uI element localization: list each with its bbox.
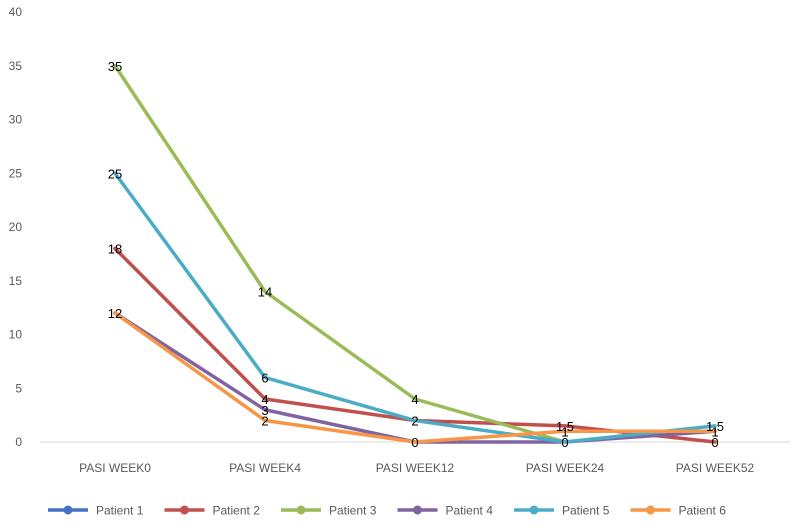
data-label: 0 bbox=[411, 435, 418, 450]
legend-marker bbox=[296, 505, 306, 515]
legend-marker bbox=[63, 505, 73, 515]
data-label: 12 bbox=[108, 306, 122, 321]
legend-label: Patient 2 bbox=[213, 504, 261, 518]
legend-marker bbox=[529, 505, 539, 515]
x-tick-label: PASI WEEK52 bbox=[676, 461, 755, 475]
series-lines bbox=[113, 64, 717, 444]
legend-label: Patient 4 bbox=[446, 504, 494, 518]
data-label: 0 bbox=[711, 435, 718, 450]
data-label: 4 bbox=[261, 392, 268, 407]
y-tick-label: 10 bbox=[9, 328, 23, 342]
data-label: 0 bbox=[561, 435, 568, 450]
y-axis: 0 5 10 15 20 25 30 35 40 bbox=[9, 5, 23, 449]
legend-label: Patient 3 bbox=[329, 504, 377, 518]
series-line-3 bbox=[113, 64, 567, 444]
legend-marker bbox=[413, 505, 422, 515]
x-tick-label: PASI WEEK4 bbox=[229, 461, 301, 475]
legend-marker bbox=[180, 505, 189, 515]
data-label: 3 bbox=[261, 403, 268, 418]
legend-label: Patient 5 bbox=[562, 504, 610, 518]
data-label: 18 bbox=[108, 242, 122, 257]
data-label: 14 bbox=[258, 285, 272, 300]
data-label: 1.5 bbox=[706, 419, 724, 434]
data-label: 1 bbox=[561, 424, 568, 439]
x-axis: PASI WEEK0 PASI WEEK4 PASI WEEK12 PASI WEEK… bbox=[40, 441, 790, 475]
x-tick-label: PASI WEEK12 bbox=[376, 461, 455, 475]
series-line-5 bbox=[113, 171, 717, 444]
legend-label: Patient 6 bbox=[679, 504, 727, 518]
legend-label: Patient 1 bbox=[96, 504, 144, 518]
y-tick-label: 40 bbox=[9, 5, 23, 19]
legend-item-6: Patient 6 bbox=[630, 504, 727, 518]
legend-item-3: Patient 3 bbox=[281, 504, 377, 518]
data-label: 1 bbox=[711, 424, 718, 439]
legend-marker bbox=[646, 505, 655, 515]
data-label: 2 bbox=[261, 414, 268, 429]
y-tick-label: 20 bbox=[9, 220, 23, 234]
legend-item-5: Patient 5 bbox=[514, 504, 610, 518]
data-label: 2 bbox=[411, 414, 418, 429]
y-tick-label: 30 bbox=[9, 113, 23, 127]
x-tick-label: PASI WEEK24 bbox=[526, 461, 605, 475]
data-label: 4 bbox=[411, 392, 418, 407]
data-label: 35 bbox=[108, 59, 122, 74]
x-tick-label: PASI WEEK0 bbox=[79, 461, 151, 475]
y-tick-label: 0 bbox=[15, 435, 22, 449]
data-label: 25 bbox=[108, 166, 122, 181]
y-tick-label: 15 bbox=[9, 274, 23, 288]
series-line-6 bbox=[113, 311, 717, 444]
y-tick-label: 35 bbox=[9, 59, 23, 73]
data-label: 1.5 bbox=[556, 419, 574, 434]
legend: Patient 1 Patient 2 Patient 3 Patient 4 Pati… bbox=[48, 504, 726, 518]
legend-item-4: Patient 4 bbox=[397, 504, 494, 518]
legend-item-2: Patient 2 bbox=[164, 504, 261, 518]
legend-item-1: Patient 1 bbox=[48, 504, 144, 518]
y-tick-label: 25 bbox=[9, 166, 23, 180]
y-tick-label: 5 bbox=[15, 381, 22, 395]
data-label: 6 bbox=[261, 371, 268, 386]
